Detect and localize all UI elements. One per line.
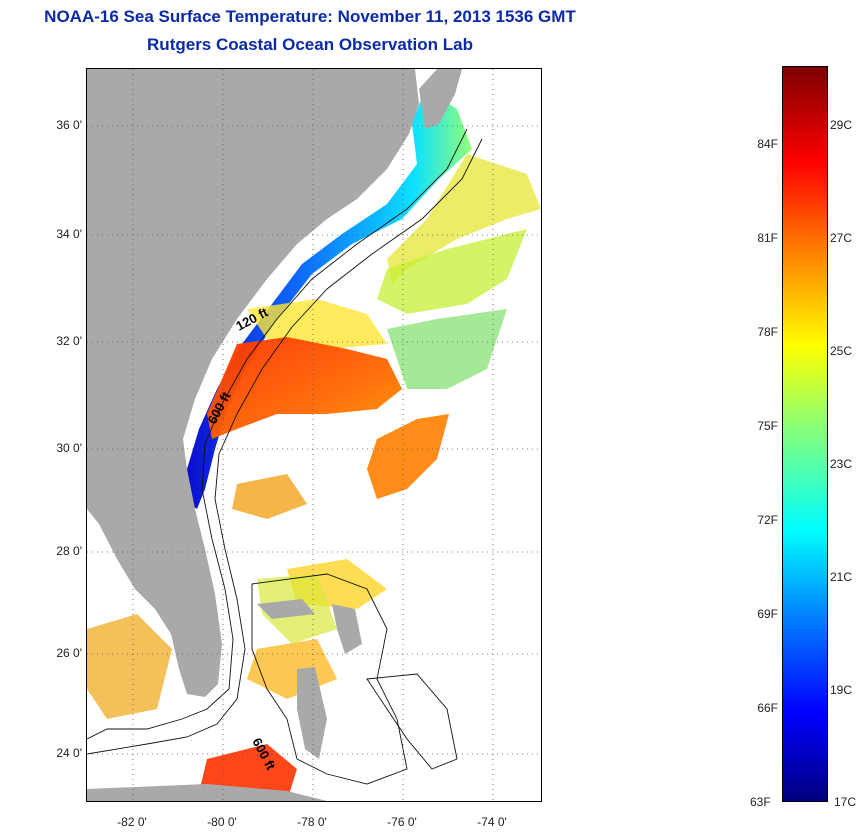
- colorbar-f-78: 78F: [757, 325, 778, 339]
- gulfstream-warm-core: [207, 337, 402, 439]
- bahamas-bank-contour: [251, 573, 408, 785]
- colorbar-f-75: 75F: [757, 419, 778, 433]
- sst-patches: [87, 89, 541, 801]
- colorbar-c-27: 27C: [830, 231, 853, 245]
- x-axis-label-78: -78 0': [297, 815, 327, 829]
- coastal-cold-band: [185, 89, 472, 509]
- scattered-patch-3: [247, 639, 337, 699]
- colorbar-f-81: 81F: [757, 231, 778, 245]
- scattered-patch-1: [232, 474, 307, 519]
- grand-bahama: [257, 599, 315, 619]
- map-subtitle: Rutgers Coastal Ocean Observation Lab: [147, 35, 473, 54]
- x-axis-label-76: -76 0': [387, 815, 417, 829]
- lat-lon-grid: [87, 69, 541, 801]
- y-axis-label-34: 34 0': [56, 227, 82, 241]
- y-axis-label-24: 24 0': [56, 746, 82, 760]
- colorbar-c-23: 23C: [830, 457, 853, 471]
- y-axis-label-26: 26 0': [56, 646, 82, 660]
- colorbar-c-17: 17C: [834, 795, 857, 809]
- offshore-orange-patch: [367, 414, 449, 499]
- great-abaco: [332, 604, 362, 654]
- outer-banks: [419, 69, 462, 129]
- us-mainland: [87, 69, 419, 697]
- colorbar-c-21: 21C: [830, 570, 853, 584]
- land: [87, 69, 462, 801]
- central-green-patch: [387, 309, 507, 389]
- map-title: NOAA-16 Sea Surface Temperature: Novembe…: [44, 7, 576, 26]
- colorbar-f-69: 69F: [757, 607, 778, 621]
- colorbar-c-25: 25C: [830, 344, 853, 358]
- colorbar-c-19: 19C: [830, 683, 853, 697]
- sst-map: 120 ft 600 ft 600 ft: [86, 68, 542, 802]
- southwest-patch: [87, 614, 172, 719]
- northeast-green-patch: [377, 229, 527, 314]
- bahamas-east-contour: [366, 673, 458, 770]
- sst-map-canvas: 120 ft 600 ft 600 ft: [87, 69, 541, 801]
- colorbar-c-29: 29C: [830, 118, 853, 132]
- colorbar-f-66: 66F: [757, 701, 778, 715]
- north-shelf-patch: [387, 154, 541, 284]
- colorbar-f-63: 63F: [750, 795, 771, 809]
- andros-island: [297, 667, 327, 759]
- colorbar-f-72: 72F: [757, 513, 778, 527]
- cuba-edge: [87, 784, 327, 801]
- contour-600ft: [87, 138, 483, 755]
- x-axis-label-82: -82 0': [117, 815, 147, 829]
- contour-120ft: [87, 128, 468, 740]
- y-axis-label-32: 32 0': [56, 334, 82, 348]
- gulfstream-yellow: [247, 299, 387, 349]
- x-axis-label-74: -74 0': [477, 815, 507, 829]
- colorbar-f-84: 84F: [757, 137, 778, 151]
- y-axis-label-30: 30 0': [56, 441, 82, 455]
- x-axis-label-80: -80 0': [207, 815, 237, 829]
- bathymetry-contours: [87, 128, 483, 785]
- y-axis-label-28: 28 0': [56, 544, 82, 558]
- y-axis-label-36: 36 0': [56, 118, 82, 132]
- temperature-colorbar: [782, 66, 828, 802]
